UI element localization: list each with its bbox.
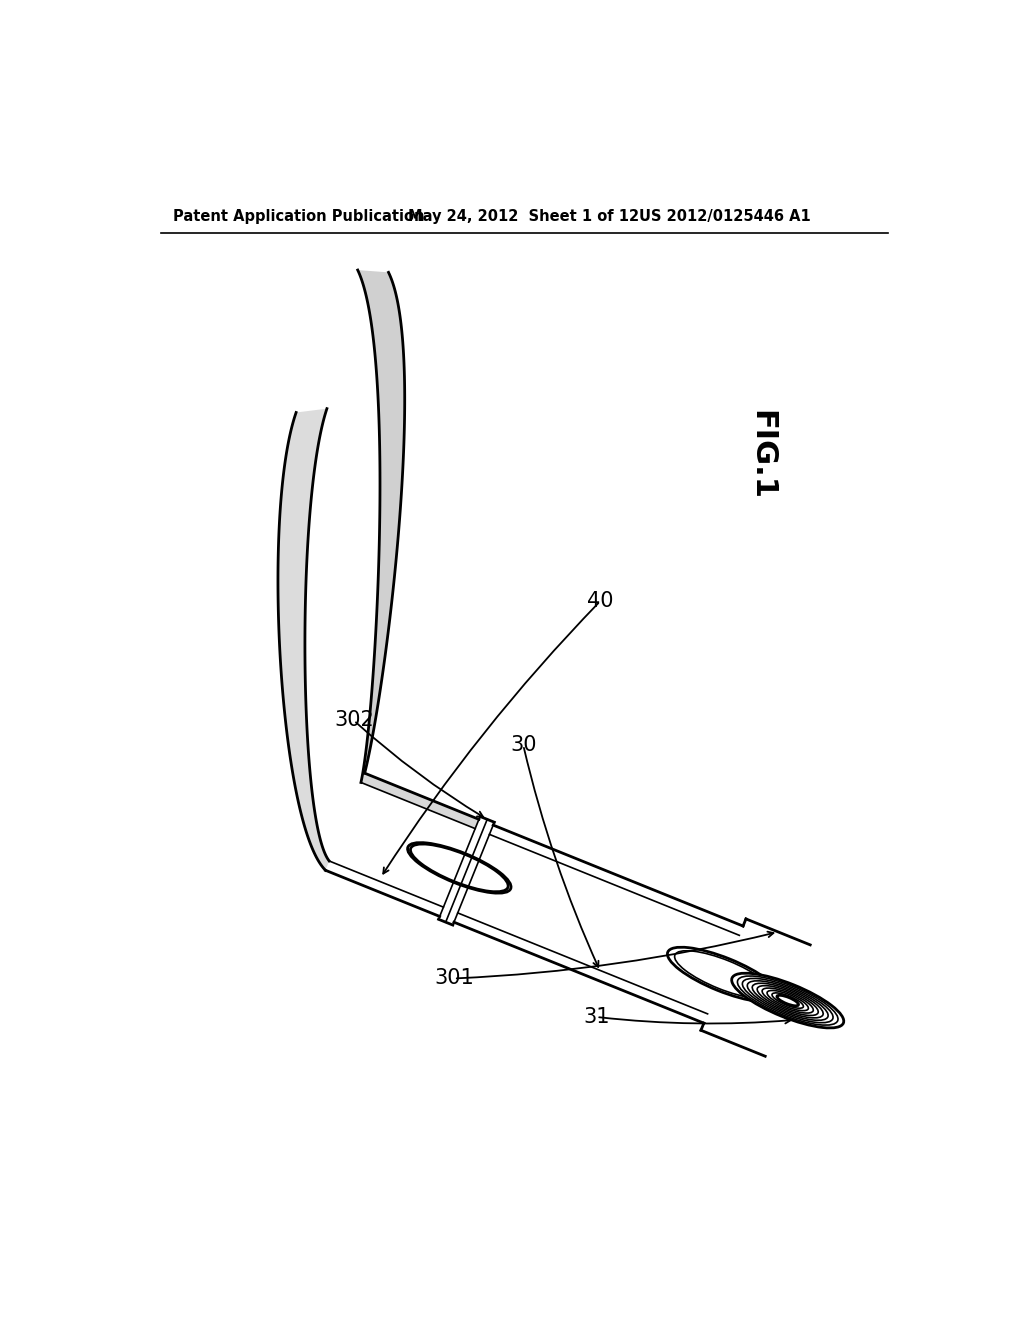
Text: Patent Application Publication: Patent Application Publication: [173, 209, 424, 223]
Polygon shape: [701, 919, 810, 1056]
Text: 30: 30: [510, 735, 537, 755]
Text: FIG.1: FIG.1: [748, 409, 776, 500]
Text: May 24, 2012  Sheet 1 of 12: May 24, 2012 Sheet 1 of 12: [408, 209, 639, 223]
Polygon shape: [357, 271, 404, 783]
Text: 302: 302: [334, 710, 374, 730]
Polygon shape: [278, 409, 329, 870]
Text: 31: 31: [583, 1007, 609, 1027]
Text: 301: 301: [434, 969, 474, 989]
Polygon shape: [360, 774, 479, 829]
Ellipse shape: [732, 973, 844, 1028]
Text: 40: 40: [587, 591, 613, 611]
Polygon shape: [454, 825, 743, 1023]
Text: US 2012/0125446 A1: US 2012/0125446 A1: [639, 209, 811, 223]
Polygon shape: [305, 271, 380, 861]
Polygon shape: [326, 774, 479, 916]
